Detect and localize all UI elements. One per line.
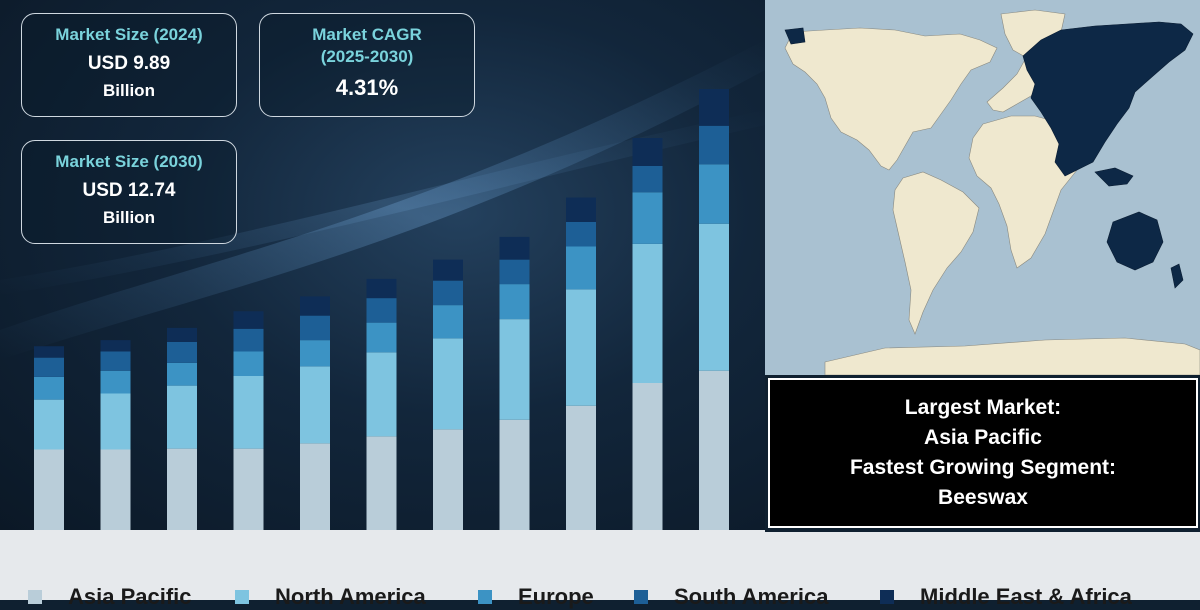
bar-2024-series-2 (300, 340, 330, 367)
bar-2027F-series-4 (499, 236, 530, 260)
bar-2030F-series-2 (699, 164, 729, 224)
market-cagr-box: Market CAGR (2025-2030) 4.31% (259, 13, 475, 117)
bar-2028F-series-2 (566, 246, 596, 290)
bar-2028F-series-1 (566, 289, 596, 406)
north-america-land (784, 27, 998, 171)
australia-region (1106, 211, 1164, 271)
legend-label-middle-east-africa: Middle East & Africa (920, 584, 1132, 609)
bar-2025E-series-1 (366, 352, 397, 437)
fastest-growing-label: Fastest Growing Segment: (849, 456, 1117, 479)
legend-swatch-north-america (235, 590, 249, 604)
legend-label-north-america: North America (275, 584, 426, 609)
bar-2024-series-4 (300, 296, 330, 316)
x-axis-line (0, 530, 765, 532)
bar-2029F-series-1 (632, 243, 663, 383)
legend-label-south-america: South America (674, 584, 829, 609)
bar-2020-series-2 (34, 376, 64, 400)
background-streaks (0, 40, 765, 360)
bar-2024-series-3 (300, 315, 330, 341)
bar-2022-series-0 (167, 448, 197, 530)
bar-2028F-series-4 (566, 197, 596, 222)
bar-2021-series-1 (100, 393, 131, 450)
southeast-asia-islands (1094, 167, 1134, 187)
bar-2021-series-3 (100, 351, 131, 371)
bar-2030F-series-3 (699, 125, 729, 165)
market-size-2024-title: Market Size (2024) (55, 25, 203, 44)
bar-2023-series-1 (233, 376, 264, 449)
bars-group (34, 89, 729, 530)
market-cagr-value: 4.31% (335, 75, 399, 100)
bar-2026F-series-3 (433, 280, 463, 306)
bar-2027F-series-3 (499, 259, 530, 285)
alaska-region (784, 27, 806, 45)
bar-2025E-series-0 (366, 436, 397, 530)
antarctica-land (824, 337, 1200, 375)
bar-2024-series-1 (300, 366, 330, 444)
legend-swatch-europe (478, 590, 492, 604)
bar-2027F-series-0 (499, 419, 530, 530)
bar-2021-series-2 (100, 370, 131, 394)
bar-2030F-series-0 (699, 370, 729, 530)
world-map-svg (765, 0, 1200, 375)
world-map (765, 0, 1200, 375)
bar-2020-series-0 (34, 449, 64, 530)
bar-2020-series-4 (34, 346, 64, 358)
market-size-2024-value: USD 9.89 (87, 53, 171, 74)
bar-2029F-series-0 (632, 383, 663, 530)
bar-2023-series-2 (233, 351, 264, 376)
bar-2022-series-2 (167, 362, 197, 386)
bar-2025E-series-2 (366, 322, 397, 353)
market-size-2030-value: USD 12.74 (82, 180, 176, 201)
bar-2020-series-3 (34, 357, 64, 377)
bar-2021-series-0 (100, 449, 131, 530)
bar-2026F-series-4 (433, 259, 463, 281)
market-size-2030-title: Market Size (2030) (55, 152, 203, 171)
bar-2021-series-4 (100, 340, 131, 352)
legend: Asia Pacific North America Europe South … (0, 532, 1200, 609)
bar-2029F-series-2 (632, 192, 663, 244)
market-size-2030-box: Market Size (2030) USD 12.74 Billion (21, 140, 237, 244)
legend-swatch-south-america (634, 590, 648, 604)
bar-2028F-series-0 (566, 405, 596, 530)
bar-2022-series-3 (167, 341, 197, 363)
bar-2028F-series-3 (566, 222, 596, 247)
south-america-land (892, 171, 980, 335)
bar-2023-series-4 (233, 311, 264, 329)
bar-2029F-series-4 (632, 138, 663, 166)
market-size-2024-box: Market Size (2024) USD 9.89 Billion (21, 13, 237, 117)
bar-2026F-series-1 (433, 338, 463, 430)
bar-2027F-series-2 (499, 284, 530, 320)
new-zealand-region (1170, 263, 1184, 289)
fastest-growing-value: Beeswax (938, 486, 1028, 509)
bar-2025E-series-4 (366, 278, 397, 299)
bar-2023-series-0 (233, 448, 264, 530)
market-cagr-title: Market CAGR (312, 25, 422, 44)
legend-label-europe: Europe (518, 584, 594, 609)
bar-2030F-series-4 (699, 89, 729, 126)
legend-swatch-asia-pacific (28, 590, 42, 604)
bar-2025E-series-3 (366, 298, 397, 323)
largest-market-value: Asia Pacific (924, 426, 1042, 449)
market-size-2030-unit: Billion (103, 208, 155, 227)
largest-market-label: Largest Market: (904, 396, 1062, 419)
bar-2029F-series-3 (632, 166, 663, 193)
bar-2022-series-4 (167, 327, 197, 342)
market-info-panel: Largest Market: Asia Pacific Fastest Gro… (768, 378, 1198, 528)
asia-pacific-region (1022, 21, 1194, 177)
market-cagr-period: (2025-2030) (320, 47, 414, 66)
bar-2026F-series-2 (433, 305, 463, 339)
bar-2030F-series-1 (699, 223, 729, 371)
bar-2020-series-1 (34, 399, 64, 450)
chart-panel: 202020212022202320242025E2026F2027F2028F… (0, 0, 765, 550)
market-size-2024-unit: Billion (103, 81, 155, 100)
bar-2022-series-1 (167, 385, 197, 449)
legend-swatch-middle-east-africa (880, 590, 894, 604)
bar-2023-series-3 (233, 328, 264, 352)
stacked-bar-chart: 202020212022202320242025E2026F2027F2028F… (0, 40, 765, 550)
bar-2027F-series-1 (499, 319, 530, 420)
legend-label-asia-pacific: Asia Pacific (68, 584, 192, 609)
bar-2026F-series-0 (433, 429, 463, 530)
bar-2024-series-0 (300, 443, 330, 530)
